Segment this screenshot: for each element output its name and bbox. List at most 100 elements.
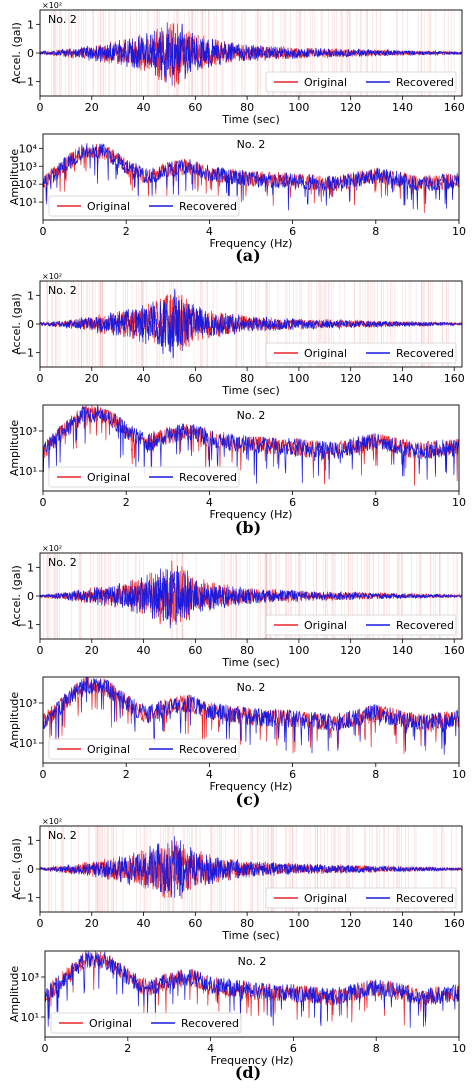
x-tick-label: 0 <box>37 372 44 385</box>
x-axis-label: Frequency (Hz) <box>210 508 293 521</box>
x-tick-label: 6 <box>290 1042 297 1055</box>
x-tick-label: 120 <box>340 917 361 930</box>
x-tick-label: 160 <box>444 372 465 385</box>
x-tick-label: 40 <box>137 101 151 114</box>
x-tick-label: 0 <box>40 225 47 238</box>
y-tick-label: −1 <box>18 892 34 905</box>
y-tick-label: 0 <box>27 590 34 603</box>
x-tick-label: 120 <box>340 372 361 385</box>
panel-subtitle: No. 2 <box>48 556 77 569</box>
caption-b: (b) <box>235 518 261 537</box>
spectrum-chart-2: 0 2 4 6 8 10 10¹ 10³ Frequency (Hz) Amplitude No. … <box>8 676 466 793</box>
y-axis-label: Accel. (gal) <box>10 293 23 355</box>
x-tick-label: 140 <box>392 101 413 114</box>
y-multiplier: ×10² <box>42 817 62 826</box>
axes-frame <box>44 950 460 1038</box>
series-recovered <box>40 22 462 86</box>
x-tick-label: 60 <box>188 917 202 930</box>
y-axis-label: Amplitude <box>8 692 21 749</box>
spectrum-chart-1: 0 2 4 6 8 10 10¹ 10³ Frequency (Hz) Amplitude No. … <box>8 404 466 521</box>
y-tick-label: 10¹ <box>19 196 37 209</box>
x-tick-label: 0 <box>42 1042 49 1055</box>
series-recovered <box>40 288 462 359</box>
axes-frame <box>42 404 460 492</box>
legend-box <box>265 614 457 636</box>
x-axis-label: Time (sec) <box>221 113 280 126</box>
y-tick-label: −1 <box>18 76 34 89</box>
x-tick-label: 100 <box>288 917 309 930</box>
series-recovered <box>43 143 459 211</box>
y-tick-label: 0 <box>27 47 34 60</box>
x-tick-label: 0 <box>40 496 47 509</box>
panel-subtitle: No. 2 <box>237 681 266 694</box>
x-tick-label: 2 <box>124 1042 131 1055</box>
x-tick-label: 160 <box>444 101 465 114</box>
y-tick-label: 10³ <box>19 425 37 438</box>
caption-c: (c) <box>236 790 261 809</box>
panel-subtitle: No. 2 <box>48 829 77 842</box>
x-tick-label: 40 <box>137 372 151 385</box>
x-tick-label: 100 <box>288 101 309 114</box>
x-tick-label: 2 <box>123 768 130 781</box>
x-tick-label: 0 <box>40 768 47 781</box>
legend-label-original: Original <box>87 471 130 484</box>
x-axis-label: Frequency (Hz) <box>211 1054 294 1067</box>
x-tick-label: 140 <box>392 917 413 930</box>
y-axis-label: Accel. (gal) <box>10 22 23 84</box>
legend-label-recovered: Recovered <box>179 471 237 484</box>
x-tick-label: 4 <box>206 768 213 781</box>
x-tick-label: 140 <box>392 372 413 385</box>
x-tick-label: 80 <box>240 101 254 114</box>
y-tick-label: 10⁴ <box>19 142 38 155</box>
axes-frame <box>39 552 463 640</box>
x-axis-label: Time (sec) <box>221 929 280 942</box>
panel-subtitle: No. 2 <box>237 409 266 422</box>
x-tick-label: 2 <box>123 496 130 509</box>
x-tick-label: 120 <box>340 101 361 114</box>
x-tick-label: 120 <box>340 644 361 657</box>
x-tick-label: 10 <box>452 225 466 238</box>
spectrum-chart-3: 0 2 4 6 8 10 10¹ 10³ Frequency (Hz) Amplitude No. … <box>8 950 466 1067</box>
x-tick-label: 40 <box>137 917 151 930</box>
axes-frame <box>42 133 460 221</box>
x-tick-label: 60 <box>188 372 202 385</box>
x-tick-label: 0 <box>37 917 44 930</box>
y-tick-label: 1 <box>27 289 34 302</box>
x-axis-label: Frequency (Hz) <box>210 780 293 793</box>
y-tick-label: 1 <box>27 834 34 847</box>
y-tick-label: 10² <box>19 178 37 191</box>
y-tick-label: 0 <box>27 318 34 331</box>
legend-label-original: Original <box>87 200 130 213</box>
y-tick-label: 10³ <box>19 160 37 173</box>
spectrum-chart-0: 0 2 4 6 8 10 10¹ 10² 10³ 10⁴ Frequency (Hz) Amplitu… <box>8 133 466 250</box>
x-tick-label: 40 <box>137 644 151 657</box>
series-recovered <box>43 677 459 755</box>
x-tick-label: 160 <box>444 644 465 657</box>
y-multiplier: ×10² <box>42 1 62 10</box>
x-tick-label: 140 <box>392 644 413 657</box>
y-tick-label: −1 <box>18 347 34 360</box>
legend-label-recovered: Recovered <box>179 200 237 213</box>
y-tick-label: 1 <box>27 18 34 31</box>
legend-label-recovered: Recovered <box>396 76 454 89</box>
x-tick-label: 60 <box>188 101 202 114</box>
x-axis-label: Frequency (Hz) <box>210 237 293 250</box>
x-tick-label: 8 <box>372 225 379 238</box>
x-tick-label: 80 <box>240 372 254 385</box>
y-tick-label: 0 <box>27 863 34 876</box>
x-tick-label: 2 <box>123 225 130 238</box>
legend-label-original: Original <box>304 892 347 905</box>
panel-subtitle: No. 2 <box>238 955 267 968</box>
y-tick-label: 10³ <box>19 697 37 710</box>
x-tick-label: 4 <box>206 496 213 509</box>
x-tick-label: 60 <box>188 644 202 657</box>
x-tick-label: 10 <box>452 496 466 509</box>
x-tick-label: 0 <box>37 644 44 657</box>
y-axis-label: Amplitude <box>8 966 21 1023</box>
legend-label-original: Original <box>304 619 347 632</box>
y-tick-label: 1 <box>27 561 34 574</box>
